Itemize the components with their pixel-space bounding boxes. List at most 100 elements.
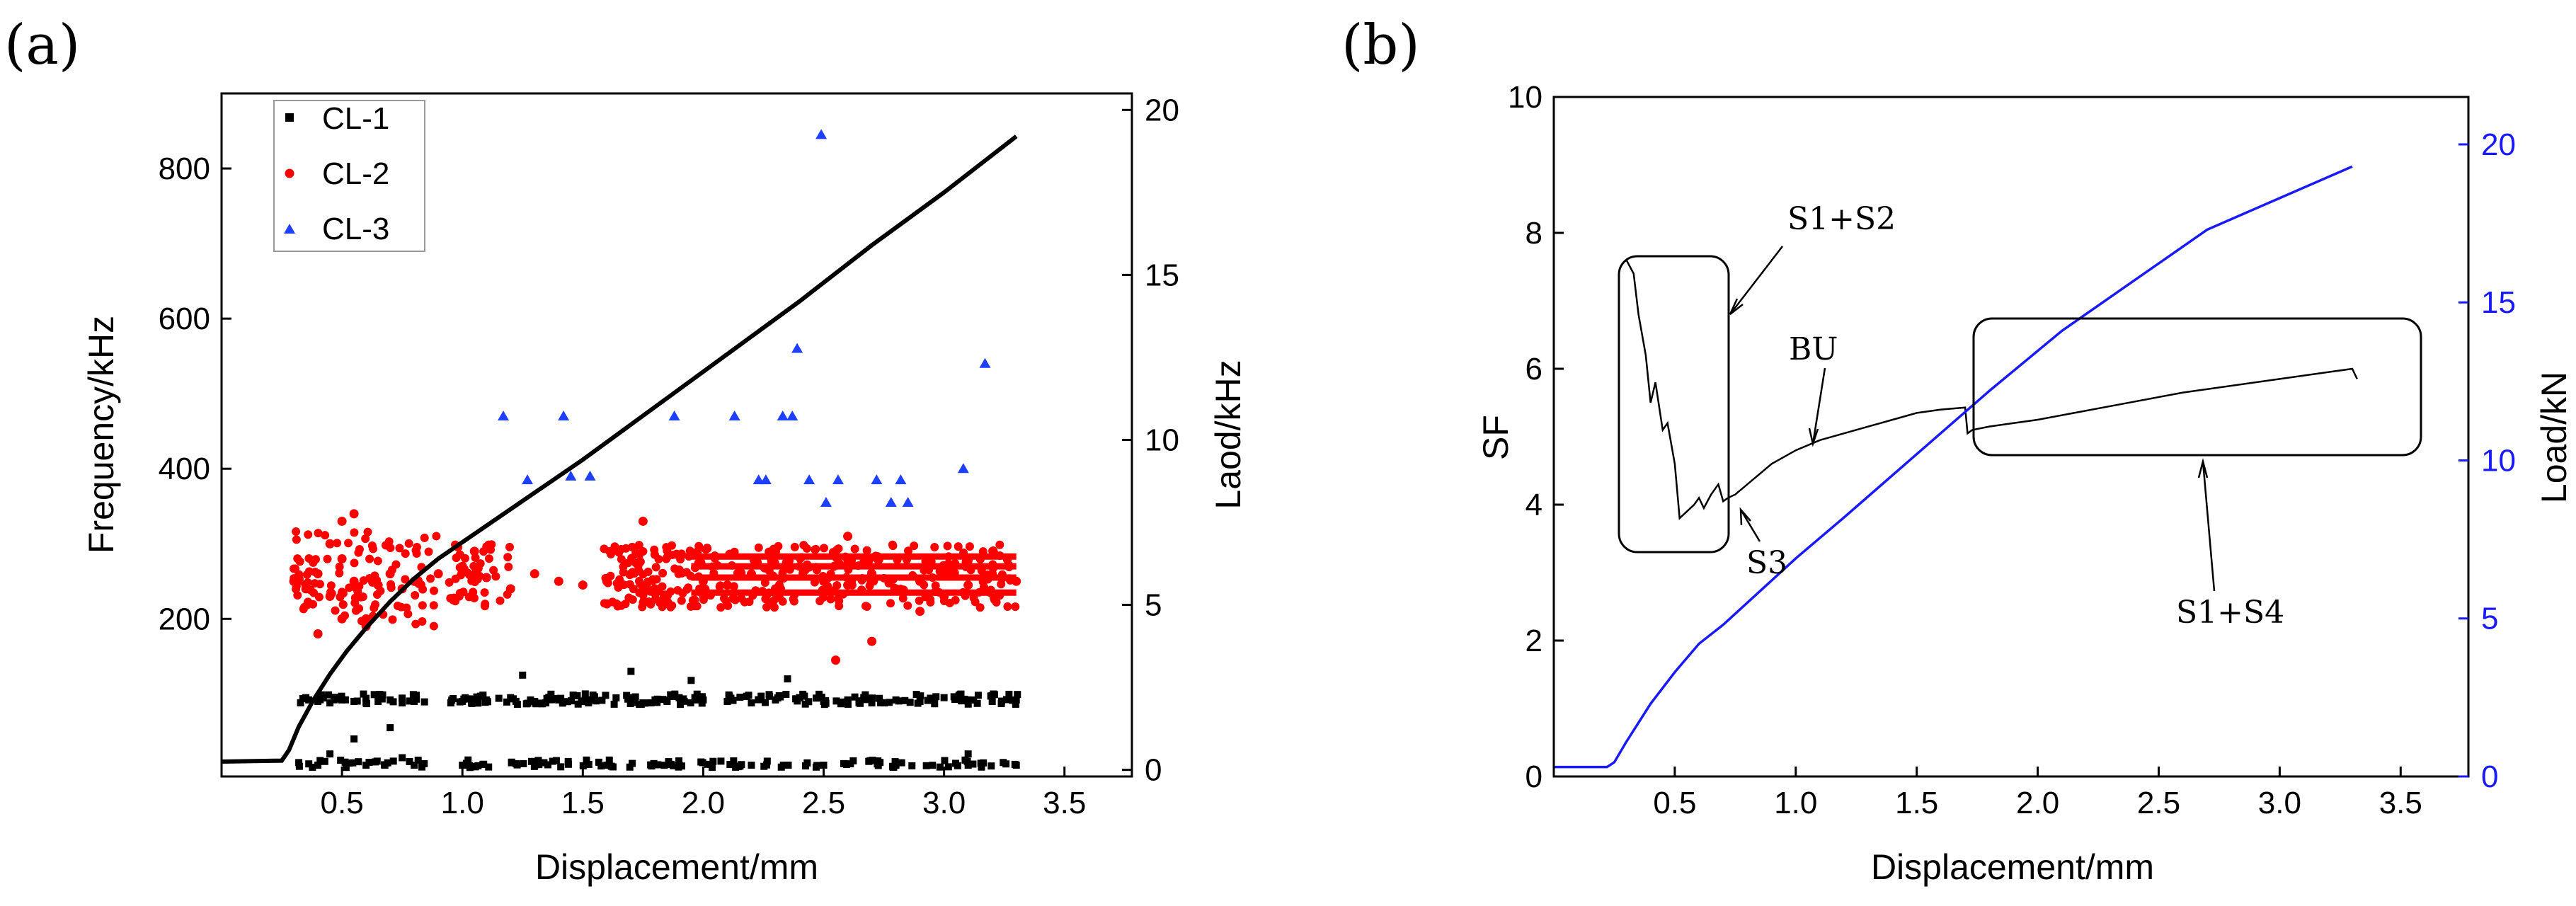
cl1-point xyxy=(399,694,406,702)
cl2-point xyxy=(826,595,835,604)
cl1-point xyxy=(874,762,882,769)
cl2-point xyxy=(668,541,677,550)
x-tick-label: 2.5 xyxy=(802,786,845,820)
cl2-point xyxy=(915,596,924,605)
cl2-point xyxy=(1011,602,1020,612)
cl2-point xyxy=(304,567,314,576)
cl1-point xyxy=(970,696,978,704)
cl1-point xyxy=(479,692,487,699)
cl2-point xyxy=(503,553,513,562)
cl1-point xyxy=(471,763,479,771)
cl2-point xyxy=(484,554,493,563)
cl1-point xyxy=(820,701,828,709)
chart-b-x-ticks: 0.5 1.0 1.5 2.0 2.5 3.0 3.5 xyxy=(1653,767,2422,820)
cl1-point xyxy=(951,696,959,704)
cl2-point xyxy=(350,558,359,568)
cl1-point xyxy=(387,724,394,732)
cl1-point xyxy=(843,761,851,769)
cl1-point xyxy=(964,700,972,708)
y-tick-label: 2 xyxy=(1525,624,1542,658)
cl2-point xyxy=(673,585,682,595)
cl1-point xyxy=(568,697,576,705)
cl1-point xyxy=(557,763,565,771)
panel-b-label: (b) xyxy=(1341,13,1420,77)
cl2-point xyxy=(628,595,637,604)
y-tick-label: 8 xyxy=(1525,216,1542,251)
cl2-point xyxy=(612,599,622,608)
cl1-point xyxy=(362,694,370,702)
cl2-point xyxy=(481,600,490,609)
cl3-point xyxy=(902,496,914,507)
cl2-point xyxy=(314,529,323,538)
cl1-point xyxy=(337,756,345,764)
cl1-point xyxy=(813,694,820,702)
x-tick-label: 3.5 xyxy=(1043,786,1086,820)
y-tick-label: 200 xyxy=(159,602,210,636)
cl1-point xyxy=(929,762,937,769)
cl1-point xyxy=(473,693,481,701)
cl2-point xyxy=(903,601,912,610)
cl2-point xyxy=(722,580,732,590)
arrowhead-s1s2 xyxy=(1729,298,1744,315)
x-tick-label: 1.5 xyxy=(1895,786,1938,820)
cl2-point xyxy=(721,596,731,605)
cl1-point xyxy=(513,701,521,709)
chart-b-y2label: Load/kN xyxy=(2534,372,2574,503)
cl1-point xyxy=(889,764,897,772)
cl2-point xyxy=(476,559,485,568)
y-tick-label: 800 xyxy=(159,151,210,186)
cl2-point xyxy=(344,539,353,548)
cl1-point xyxy=(573,692,581,699)
cl1-point xyxy=(563,698,571,706)
cl2-point xyxy=(627,554,636,563)
chart-a: 0.5 1.0 1.5 2.0 2.5 3.0 3.5 200 400 600 800 0 5 10 1… xyxy=(81,92,1248,887)
cl1-point xyxy=(532,700,540,708)
cl1-point xyxy=(413,695,420,703)
cl1-point xyxy=(350,735,358,742)
cl1-point xyxy=(547,690,555,698)
cl3-point xyxy=(895,474,907,485)
x-tick-label: 3.0 xyxy=(2258,786,2301,820)
cl1-point xyxy=(675,757,683,765)
cl1-point xyxy=(580,698,588,706)
chart-a-xlabel: Displacement/mm xyxy=(535,847,818,887)
cl2-point xyxy=(309,558,318,567)
y2-tick-label: 20 xyxy=(1145,93,1179,127)
cl1-point xyxy=(631,693,639,701)
chart-a-legend: CL-1 CL-2 CL-3 xyxy=(273,100,425,252)
cl2-point xyxy=(351,606,360,615)
chart-a-plot-content xyxy=(221,129,1021,772)
cl1-point xyxy=(973,699,981,707)
cl2-point xyxy=(411,546,420,555)
cl2-point xyxy=(975,603,985,612)
cl1-point xyxy=(549,757,556,765)
cl2-point xyxy=(926,595,935,604)
cl2-point xyxy=(867,636,877,646)
cl2-point xyxy=(505,542,514,551)
cl1-point xyxy=(569,692,577,699)
cl2-point xyxy=(338,589,348,598)
cl1-point xyxy=(675,694,683,701)
cl1-point xyxy=(844,696,852,704)
cl2-point xyxy=(677,549,686,558)
cl1-point xyxy=(520,759,527,767)
cl2-point xyxy=(954,542,963,551)
cl1-point xyxy=(659,696,667,704)
cl1-point xyxy=(663,696,671,704)
cl2-point xyxy=(290,564,299,573)
cl1-point xyxy=(955,692,963,699)
cl2-point xyxy=(337,554,347,563)
cl2-point xyxy=(658,568,668,578)
cl2-point xyxy=(915,607,925,617)
cl2-point xyxy=(789,595,798,604)
cl1-point xyxy=(762,699,769,706)
legend-label-cl1: CL-1 xyxy=(322,101,389,136)
cl3-point xyxy=(752,474,765,485)
cl1-point xyxy=(931,700,939,708)
cl1-point xyxy=(988,697,996,705)
y2-tick-label: 15 xyxy=(2481,285,2516,320)
cl1-point xyxy=(316,757,324,764)
cl1-point xyxy=(1009,696,1017,704)
cl1-point xyxy=(784,762,792,769)
cl1-point xyxy=(597,762,605,770)
